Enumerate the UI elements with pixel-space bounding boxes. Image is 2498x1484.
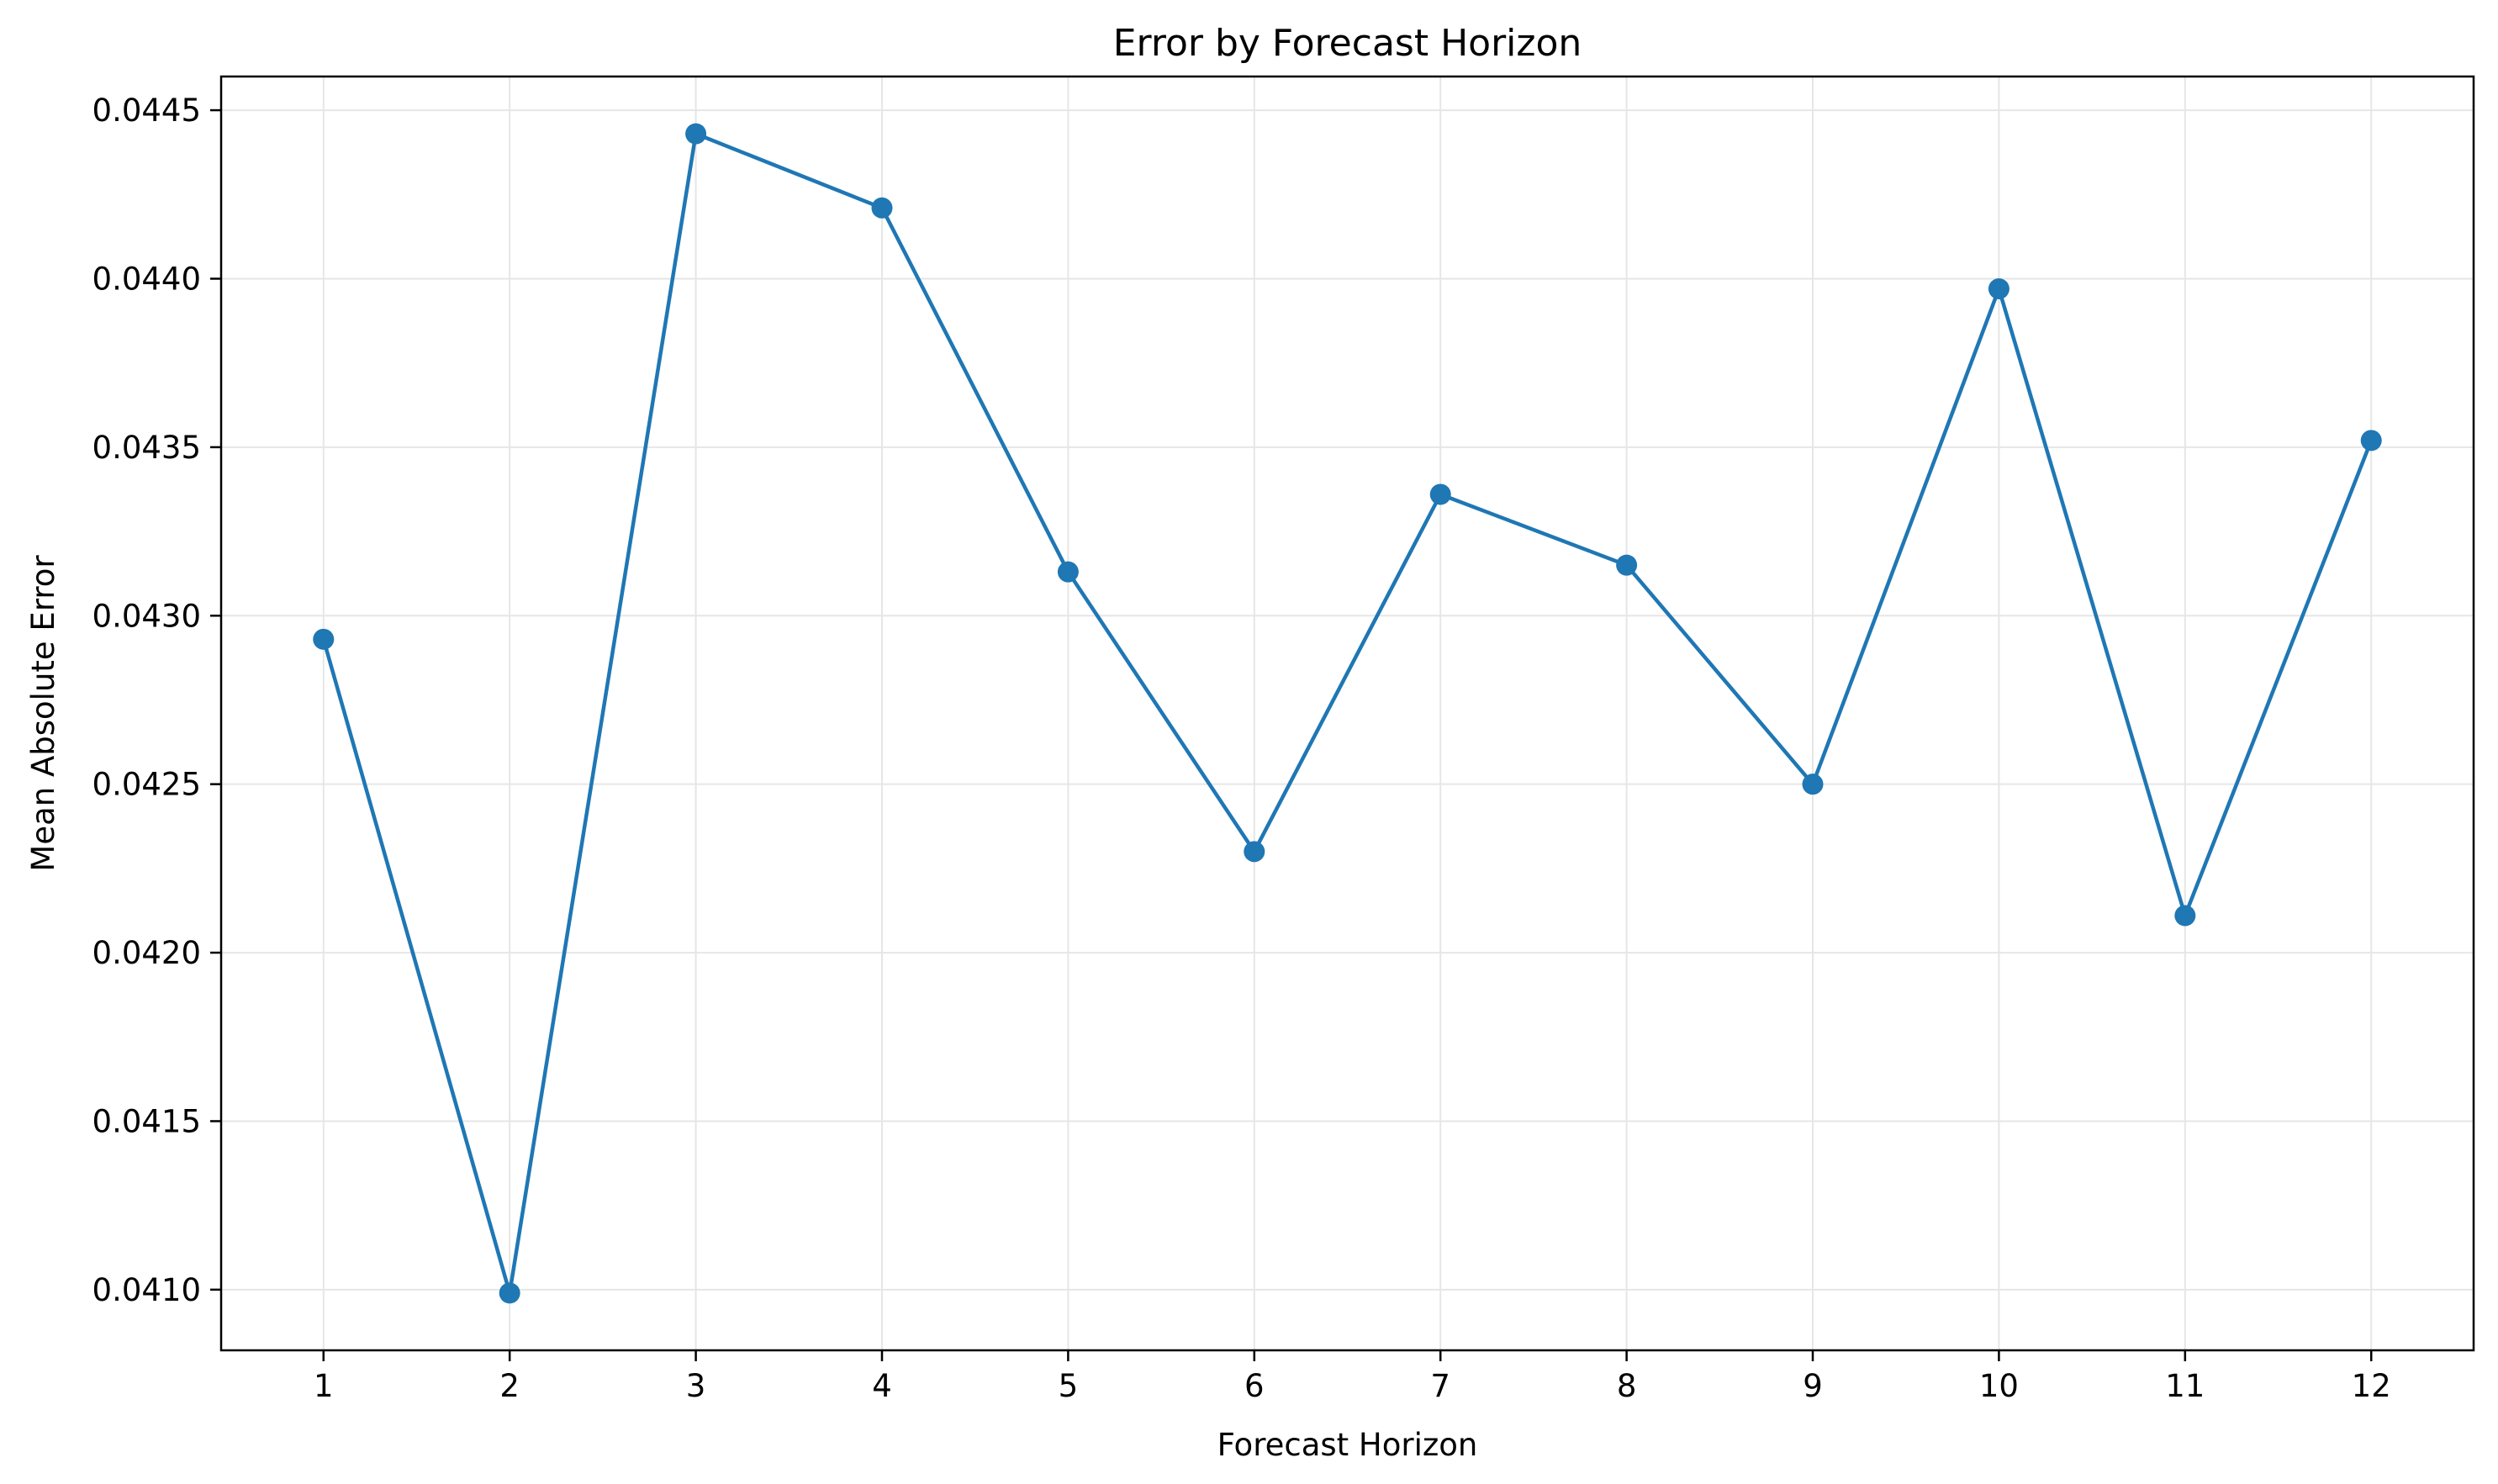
data-point bbox=[2174, 905, 2196, 927]
data-point bbox=[685, 123, 707, 145]
x-tick-label: 11 bbox=[2165, 1368, 2205, 1404]
data-point bbox=[1244, 841, 1265, 863]
y-tick-label: 0.0420 bbox=[92, 935, 201, 971]
data-point bbox=[2360, 430, 2382, 452]
data-point bbox=[1057, 561, 1079, 583]
x-tick-label: 2 bbox=[499, 1368, 520, 1404]
y-tick-label: 0.0435 bbox=[92, 430, 201, 466]
y-tick-label: 0.0430 bbox=[92, 598, 201, 634]
data-point bbox=[499, 1282, 520, 1304]
y-tick-label: 0.0445 bbox=[92, 92, 201, 129]
series-layer bbox=[313, 123, 2382, 1304]
y-axis-label: Mean Absolute Error bbox=[25, 555, 61, 872]
x-tick-label: 10 bbox=[1979, 1368, 2019, 1404]
x-tick-label: 7 bbox=[1430, 1368, 1450, 1404]
data-point bbox=[871, 197, 893, 219]
data-point bbox=[1988, 278, 2009, 299]
chart-title: Error by Forecast Horizon bbox=[1113, 22, 1582, 65]
series-line bbox=[321, 131, 2374, 1296]
y-tick-label: 0.0410 bbox=[92, 1272, 201, 1308]
ticks: 1 2 3 4 5 6 7 8 9 10 11 120.04100.04150.04200.04250… bbox=[92, 92, 2391, 1404]
y-tick-label: 0.0440 bbox=[92, 261, 201, 297]
x-tick-label: 3 bbox=[686, 1368, 706, 1404]
y-tick-label: 0.0415 bbox=[92, 1103, 201, 1139]
data-point bbox=[1429, 483, 1451, 505]
x-tick-label: 5 bbox=[1059, 1368, 1079, 1404]
plot-frame bbox=[219, 75, 2475, 1352]
x-tick-label: 1 bbox=[314, 1368, 334, 1404]
grid bbox=[221, 77, 2474, 1350]
data-point bbox=[1616, 554, 1638, 576]
x-tick-label: 6 bbox=[1244, 1368, 1265, 1404]
x-tick-label: 9 bbox=[1803, 1368, 1823, 1404]
x-tick-label: 4 bbox=[872, 1368, 892, 1404]
x-axis-label: Forecast Horizon bbox=[1217, 1427, 1478, 1463]
x-tick-label: 12 bbox=[2352, 1368, 2391, 1404]
x-tick-label: 8 bbox=[1617, 1368, 1637, 1404]
data-point bbox=[1802, 774, 1824, 795]
data-point bbox=[313, 628, 335, 650]
y-tick-label: 0.0425 bbox=[92, 767, 201, 803]
